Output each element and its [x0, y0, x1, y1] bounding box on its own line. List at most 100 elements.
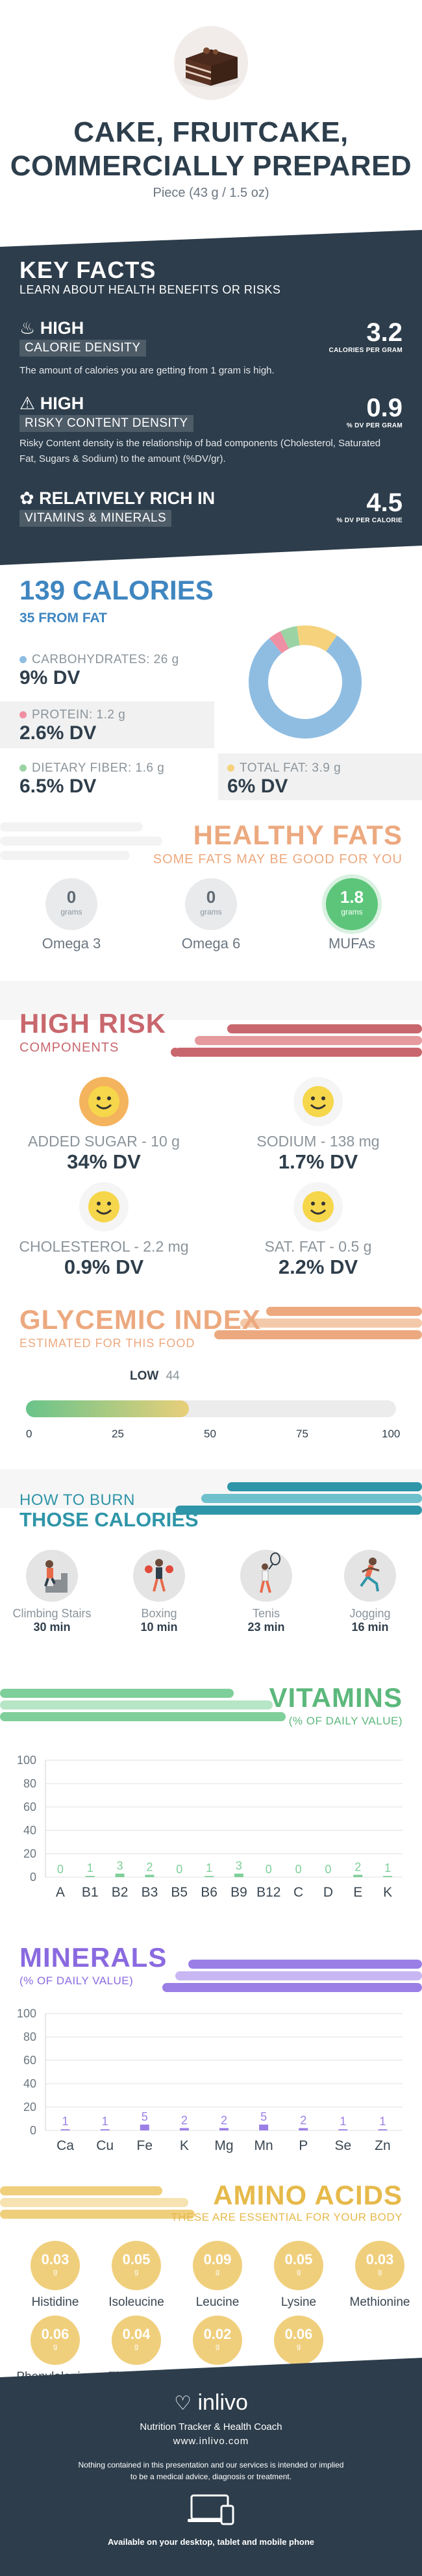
mineral-value-label: 1 — [379, 2115, 386, 2128]
vitamin-category-label: D — [323, 1885, 333, 1900]
vitamin-category-label: E — [353, 1885, 362, 1900]
amino-unit: g — [377, 2268, 382, 2276]
protein-label: PROTEIN: 1.2 g — [32, 708, 126, 722]
donut-slice-protein — [269, 631, 290, 654]
minerals-subtitle: (% OF DAILY VALUE) — [19, 1975, 134, 1987]
mineral-value-label: 1 — [102, 2115, 108, 2128]
amino-item: 0.03 g Methionine — [338, 2241, 422, 2310]
gi-level-readout: LOW 44 — [130, 1369, 180, 1383]
amino-badge: 0.06 g — [274, 2316, 323, 2365]
vitamin-category-label: B1 — [82, 1885, 99, 1900]
footer-brand[interactable]: ♡ inlivo — [0, 2390, 422, 2416]
gi-title: GLYCEMIC INDEX — [19, 1304, 261, 1335]
vitamin-category-label: C — [293, 1885, 303, 1900]
mineral-value-label: 1 — [62, 2115, 69, 2128]
vitamin-value-label: 3 — [236, 1860, 242, 1873]
activity-time: 10 min — [140, 1621, 178, 1634]
devices-icon — [188, 2494, 234, 2525]
mineral-ytick: 20 — [23, 2101, 36, 2114]
risk-added-sugar: ADDED SUGAR - 10 g 34% DV — [6, 1077, 201, 1174]
activity-name: Climbing Stairs — [12, 1607, 92, 1620]
amino-unit: g — [296, 2268, 301, 2276]
mineral-bar — [60, 2129, 70, 2130]
serving-size: Piece (43 g / 1.5 oz) — [153, 186, 269, 200]
gi-tick: 0 — [26, 1428, 32, 1440]
activity-jogging: Jogging 16 min — [325, 1550, 416, 1634]
footer-url[interactable]: www.inlivo.com — [173, 2436, 249, 2447]
risk-dv: 2.2% DV — [278, 1256, 358, 1278]
fat-unit: grams — [200, 907, 222, 916]
fat-omega6: 0 grams Omega 6 — [166, 878, 256, 952]
activity-time: 16 min — [351, 1621, 389, 1634]
amino-unit: g — [134, 2343, 139, 2351]
fiber-label: DIETARY FIBER: 1.6 g — [32, 761, 165, 775]
amino-unit: g — [134, 2268, 139, 2276]
calories-donut-chart — [249, 625, 362, 739]
risk-title: HIGH RISK — [19, 1008, 167, 1039]
key-facts-bottom-shape — [0, 546, 422, 566]
amino-value: 0.06 — [284, 2326, 313, 2342]
amino-name: Histidine — [31, 2295, 79, 2309]
amino-unit: g — [215, 2343, 220, 2351]
fact-level: HIGH — [40, 318, 84, 338]
protein-dv: 2.6% DV — [19, 722, 97, 744]
fact-level: HIGH — [40, 394, 84, 413]
fact-vitamins-minerals: ✿ RELATIVELY RICH IN VITAMINS & MINERALS — [19, 488, 215, 527]
amino-value: 0.06 — [41, 2326, 69, 2342]
amino-value: 0.02 — [203, 2326, 232, 2342]
fat-unit: grams — [341, 907, 363, 916]
footer-tagline: Nutrition Tracker & Health Coach — [140, 2421, 282, 2432]
mineral-ytick: 40 — [23, 2077, 36, 2090]
vitamin-bar — [383, 1876, 393, 1877]
mineral-bar — [179, 2128, 189, 2130]
vitamin-value-label: 2 — [354, 1860, 361, 1873]
amino-value: 0.09 — [203, 2251, 232, 2267]
food-title-line2: COMMERCIALLY PREPARED — [10, 150, 412, 182]
gi-fill — [26, 1400, 189, 1417]
amino-name: Leucine — [195, 2295, 240, 2309]
mineral-category-label: Se — [334, 2138, 351, 2153]
protein-dot-icon — [19, 711, 27, 719]
fat-name: MUFAs — [328, 935, 376, 952]
nutrient-protein: PROTEIN: 1.2 g 2.6% DV — [19, 708, 125, 744]
risk-label: ADDED SUGAR - 10 g — [28, 1133, 180, 1150]
gi-ticks: 0 25 50 75 100 — [26, 1428, 400, 1441]
fats-title: HEALTHY FATS — [193, 820, 403, 850]
mineral-bar — [378, 2129, 388, 2130]
amino-value: 0.03 — [41, 2251, 69, 2267]
mineral-value-label: 1 — [340, 2115, 346, 2128]
fact-label: VITAMINS & MINERALS — [19, 510, 172, 527]
activity-boxing: Boxing 10 min — [114, 1550, 205, 1634]
fat-mufas: 1.8 grams MUFAs — [306, 878, 397, 952]
activity-tennis: Tenis 23 min — [221, 1550, 312, 1634]
amino-value: 0.04 — [122, 2326, 151, 2342]
vitamin-value-label: 0 — [176, 1863, 182, 1876]
fat-name: Omega 6 — [181, 935, 241, 952]
calories-from-fat: 35 FROM FAT — [19, 611, 107, 625]
risk-dv: 1.7% DV — [278, 1150, 358, 1173]
amino-subtitle: THESE ARE ESSENTIAL FOR YOUR BODY — [171, 2211, 403, 2223]
mineral-ytick: 100 — [17, 2007, 36, 2020]
donut-slice-fiber — [280, 625, 301, 649]
fire-icon: ♨ — [19, 318, 36, 338]
fat-omega3: 0 grams Omega 3 — [26, 878, 117, 952]
mineral-category-label: K — [180, 2138, 189, 2153]
amino-name: Isoleucine — [108, 2295, 164, 2309]
carbs-dv: 9% DV — [19, 667, 81, 688]
amino-unit: g — [215, 2268, 220, 2276]
vitamin-ytick: 0 — [30, 1871, 36, 1884]
fats-stripes-decoration — [0, 822, 162, 860]
minerals-title: MINERALS — [19, 1942, 168, 1973]
amino-item: 0.05 g Isoleucine — [94, 2241, 179, 2310]
fact-value: 3.2 — [366, 318, 403, 347]
boxing-icon — [145, 1559, 173, 1592]
fiber-dot-icon — [19, 764, 27, 772]
activity-stairs: Climbing Stairs 30 min — [6, 1550, 97, 1634]
risk-cholesterol: CHOLESTEROL - 2.2 mg 0.9% DV — [6, 1182, 201, 1279]
mineral-category-label: Mg — [214, 2138, 233, 2153]
fat-value: 1.8 — [340, 887, 364, 907]
mineral-bar — [100, 2129, 110, 2130]
nutrient-carbs: CARBOHYDRATES: 26 g 9% DV — [19, 653, 179, 689]
amino-name: Lysine — [280, 2295, 317, 2309]
fact-label: CALORIE DENSITY — [19, 340, 146, 357]
